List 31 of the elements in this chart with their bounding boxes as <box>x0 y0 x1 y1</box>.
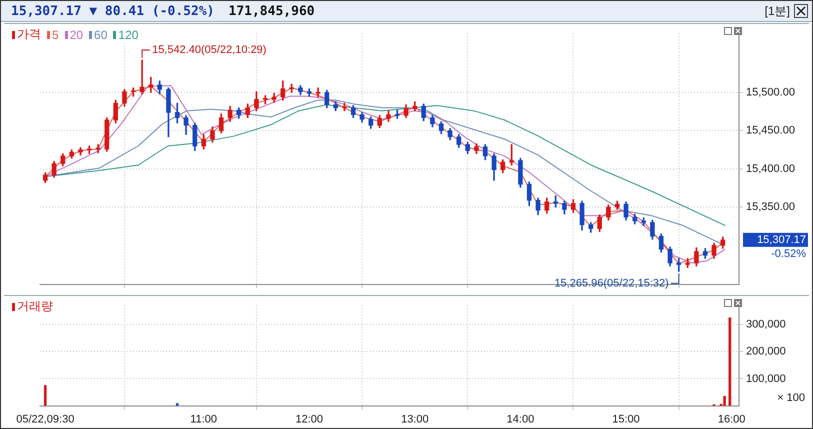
y-tick-label: 100,000 <box>746 372 786 385</box>
y-tick-label: 15,500.00 <box>746 86 795 99</box>
y-tick-label: 15,350.00 <box>746 201 795 214</box>
legend-label: 거래량 <box>17 298 53 315</box>
annotation: 15,265.96(05/22,15:32) <box>554 277 669 290</box>
y-tick-label: 200,000 <box>746 346 786 358</box>
bar <box>723 396 726 406</box>
annotation: 15,542.40(05/22,10:29) <box>152 44 266 56</box>
x-tick-label: 16:00 <box>718 413 746 426</box>
x-tick-label: 05/22,09:30 <box>16 413 74 426</box>
text: -0.52% <box>771 248 806 260</box>
chart-title: 15,307.17 ▼ 80.41 (-0.52%) <box>11 4 214 18</box>
text: 15,307.17 <box>757 234 806 246</box>
y-tick-label: 300,000 <box>746 318 786 331</box>
legend-label: 5 <box>52 28 59 42</box>
x-tick-label: 15:00 <box>612 413 640 426</box>
legend-label: 60 <box>94 28 108 42</box>
legend-label: 가격 <box>17 26 41 43</box>
x-tick-label: 13:00 <box>401 413 429 426</box>
y-tick-label: 15,400.00 <box>746 162 795 175</box>
legend-label: 120 <box>118 28 138 42</box>
x-tick-label: 14:00 <box>506 413 534 426</box>
bar <box>728 317 732 406</box>
text: × 100 <box>777 392 805 404</box>
chart-subtitle: 171,845,960 <box>228 4 315 18</box>
x-tick-label: 11:00 <box>190 413 218 426</box>
bar <box>44 385 47 406</box>
legend-label: 20 <box>70 28 84 42</box>
text: [1분] <box>764 2 790 20</box>
x-tick-label: 12:00 <box>295 413 324 426</box>
y-tick-label: 15,450.00 <box>746 124 795 137</box>
